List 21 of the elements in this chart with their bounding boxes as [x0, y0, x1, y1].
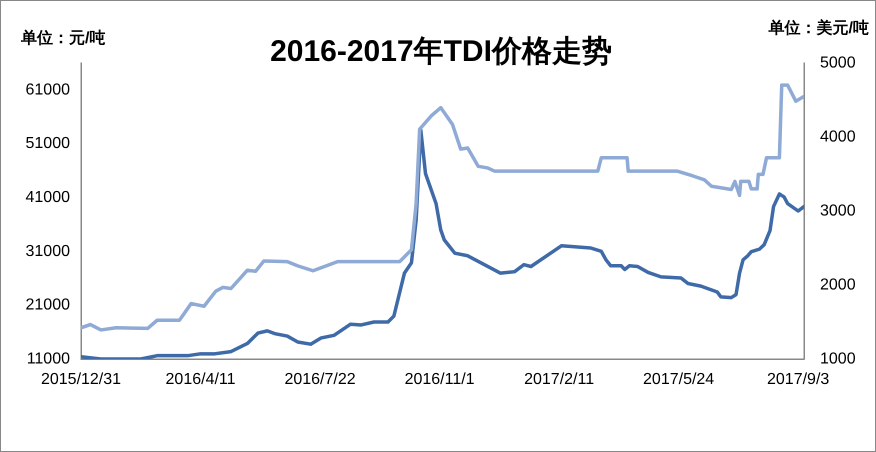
y-tick-label: 21000 — [26, 296, 70, 314]
x-tick-label: 2017/9/3 — [767, 371, 830, 388]
y2-tick-label: 2000 — [820, 276, 856, 294]
x-tick-label: 2015/12/31 — [40, 371, 122, 388]
x-tick-label: 2017/5/24 — [643, 371, 714, 388]
y2-tick-label: 5000 — [820, 54, 856, 72]
chart-title: 2016-2017年TDI价格走势 — [270, 35, 612, 68]
y2-axis-title: 单位：美元/吨 — [768, 18, 869, 37]
y2-tick-label: 4000 — [820, 128, 856, 146]
y-tick-label: 31000 — [26, 242, 70, 260]
y-tick-label: 51000 — [26, 135, 70, 152]
y-tick-label: 41000 — [26, 188, 70, 206]
y-tick-label: 61000 — [26, 81, 70, 98]
x-tick-label: 2017/2/11 — [524, 371, 594, 388]
y-tick-label: 11000 — [26, 350, 70, 368]
y-axis-title: 单位：元/吨 — [20, 29, 106, 47]
x-tick-label: 2016/7/22 — [284, 371, 356, 388]
y2-tick-label: 3000 — [820, 202, 856, 220]
x-tick-label: 2016/11/1 — [404, 371, 475, 388]
y2-tick-label: 1000 — [820, 350, 856, 368]
x-tick-label: 2016/4/11 — [166, 371, 236, 388]
